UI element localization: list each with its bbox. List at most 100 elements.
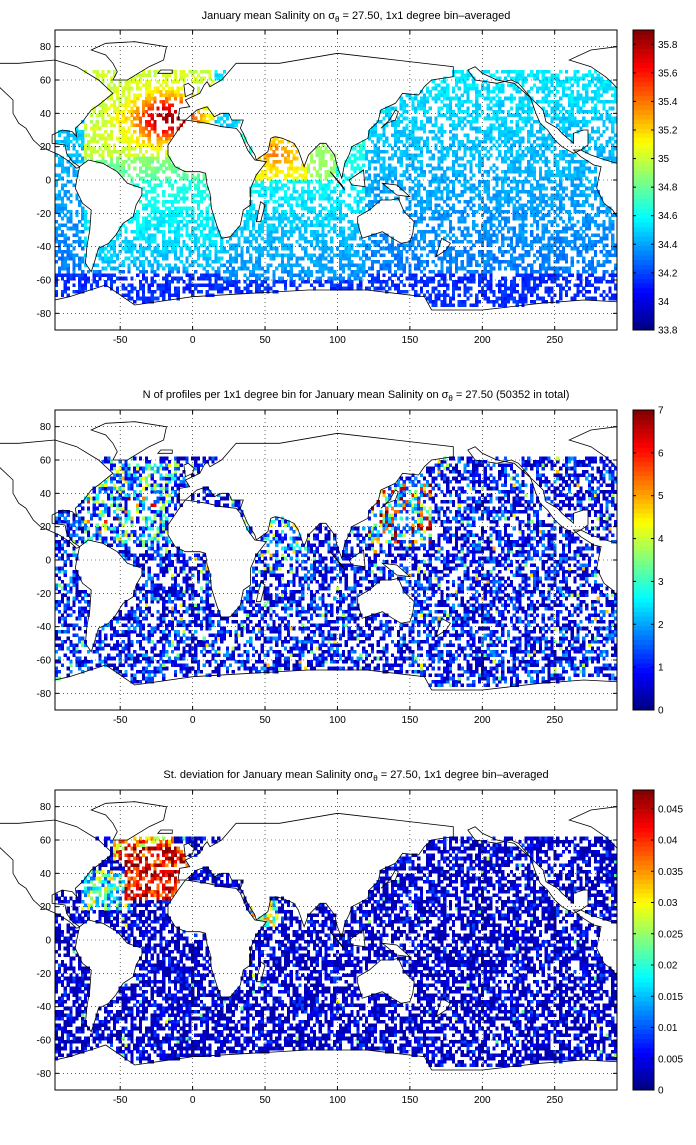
data-cell <box>524 176 528 181</box>
data-cell <box>512 290 516 294</box>
data-cell <box>599 143 603 147</box>
data-cell <box>359 236 363 241</box>
data-cell <box>254 210 259 214</box>
data-cell <box>469 176 473 181</box>
data-cell <box>492 223 496 227</box>
data-cell <box>338 253 343 257</box>
data-cell <box>252 213 256 217</box>
data-cell <box>150 223 154 227</box>
data-cell <box>535 180 540 184</box>
data-cell <box>509 240 513 244</box>
data-cell <box>585 123 589 127</box>
data-cell <box>501 180 505 184</box>
data-cell <box>440 143 444 147</box>
data-cell <box>391 246 395 251</box>
data-cell <box>576 230 580 234</box>
data-cell <box>428 170 432 174</box>
data-cell <box>463 190 467 194</box>
data-cell <box>281 153 285 157</box>
data-cell <box>367 286 372 291</box>
data-cell <box>489 153 493 157</box>
data-cell <box>69 273 73 277</box>
data-cell <box>559 240 563 244</box>
data-cell <box>457 193 461 197</box>
data-cell <box>602 150 606 154</box>
data-cell <box>324 193 328 197</box>
data-cell <box>469 153 473 157</box>
data-cell <box>385 233 389 237</box>
data-cell <box>535 223 540 227</box>
data-cell <box>434 176 438 181</box>
data-cell <box>489 126 493 131</box>
data-cell <box>544 260 548 264</box>
data-cell <box>150 296 154 301</box>
data-cell <box>593 190 597 194</box>
data-cell <box>78 260 82 264</box>
data-cell <box>286 170 290 174</box>
data-cell <box>330 286 334 291</box>
data-cell <box>281 216 285 221</box>
data-cell <box>431 176 435 181</box>
data-cell <box>512 233 516 237</box>
data-cell <box>336 233 340 237</box>
data-cell <box>275 253 279 257</box>
data-cell <box>541 160 545 164</box>
data-cell <box>521 216 525 221</box>
data-cell <box>170 170 175 174</box>
data-cell <box>60 266 64 271</box>
data-cell <box>165 140 169 144</box>
data-cell <box>388 110 392 114</box>
data-cell <box>599 133 603 137</box>
data-cell <box>72 183 76 187</box>
data-cell <box>292 216 296 221</box>
data-cell <box>162 290 166 294</box>
data-cell <box>182 240 186 244</box>
data-cell <box>260 193 264 197</box>
data-cell <box>396 246 400 251</box>
data-cell <box>347 226 351 231</box>
data-cell <box>84 276 88 281</box>
data-cell <box>63 140 67 144</box>
data-cell <box>156 286 160 291</box>
data-cell <box>504 153 508 157</box>
data-cell <box>367 183 372 187</box>
data-cell <box>260 236 264 241</box>
data-cell <box>443 213 447 217</box>
data-cell <box>257 276 261 281</box>
data-cell <box>182 170 186 174</box>
data-cell <box>593 266 597 271</box>
data-cell <box>141 266 146 271</box>
data-cell <box>55 220 59 224</box>
data-cell <box>156 106 160 111</box>
data-cell <box>376 153 380 157</box>
data-cell <box>292 143 296 147</box>
data-cell <box>449 266 453 271</box>
data-cell <box>336 286 340 291</box>
data-cell <box>538 196 542 201</box>
data-cell <box>370 133 374 137</box>
data-cell <box>611 276 615 281</box>
data-cell <box>504 260 508 264</box>
data-cell <box>393 253 398 257</box>
data-cell <box>124 133 128 137</box>
data-cell <box>182 263 186 267</box>
data-cell <box>541 253 545 257</box>
data-cell <box>611 280 615 284</box>
data-cell <box>515 303 519 307</box>
data-cell <box>144 160 148 164</box>
data-cell <box>489 273 493 277</box>
data-cell <box>254 230 259 234</box>
data-cell <box>518 263 522 267</box>
data-cell <box>115 120 119 124</box>
data-cell <box>602 290 606 294</box>
data-cell <box>173 243 177 247</box>
data-cell <box>275 206 279 211</box>
data-cell <box>356 143 360 147</box>
data-cell <box>89 136 93 141</box>
data-cell <box>208 256 212 261</box>
data-cell <box>214 283 218 287</box>
data-cell <box>547 263 551 267</box>
data-cell <box>214 253 218 257</box>
data-cell <box>611 146 615 151</box>
data-cell <box>483 276 487 281</box>
